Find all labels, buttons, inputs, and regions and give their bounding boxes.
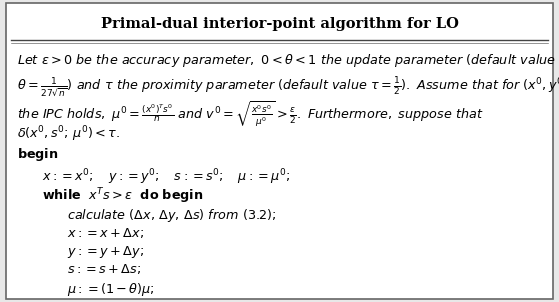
Text: $\delta(x^0, s^0;\, \mu^0) < \tau.$: $\delta(x^0, s^0;\, \mu^0) < \tau.$ <box>17 125 120 144</box>
Text: $\mathbf{end}$: $\mathbf{end}$ <box>42 300 70 302</box>
Text: $\mathbf{while}\ \ x^T s > \epsilon\ \ \mathbf{do\ begin}$: $\mathbf{while}\ \ x^T s > \epsilon\ \ \… <box>42 187 203 206</box>
Text: $\theta = \frac{1}{27\sqrt{n}}\mathit{)\ and}\ \tau\ \mathit{the\ proximity\ par: $\theta = \frac{1}{27\sqrt{n}}\mathit{)\… <box>17 76 559 99</box>
Text: Primal-dual interior-point algorithm for LO: Primal-dual interior-point algorithm for… <box>101 17 458 31</box>
Text: $\mathit{calculate}\ (\Delta x,\, \Delta y,\, \Delta s)\ \mathit{from}\ (3.2);$: $\mathit{calculate}\ (\Delta x,\, \Delta… <box>67 207 277 223</box>
Text: $y := y + \Delta y;$: $y := y + \Delta y;$ <box>67 244 144 260</box>
Text: $\mu := (1 - \theta)\mu;$: $\mu := (1 - \theta)\mu;$ <box>67 281 155 298</box>
Text: $\mathbf{begin}$: $\mathbf{begin}$ <box>17 146 58 163</box>
Text: $s := s + \Delta s;$: $s := s + \Delta s;$ <box>67 262 141 276</box>
FancyBboxPatch shape <box>6 3 553 299</box>
Text: $\mathit{Let}\ \epsilon > 0\ \mathit{be\ the\ accuracy\ parameter,}\ 0 < \theta : $\mathit{Let}\ \epsilon > 0\ \mathit{be\… <box>17 52 556 69</box>
Text: $\mathit{the\ IPC\ holds,}\ \mu^0 = \frac{(x^0)^T s^0}{n}\ \mathit{and}\ v^0 = \: $\mathit{the\ IPC\ holds,}\ \mu^0 = \fra… <box>17 100 484 129</box>
Text: $x := x^0;\ \ \ y := y^0;\ \ \ s := s^0;\ \ \ \mu := \mu^0;$: $x := x^0;\ \ \ y := y^0;\ \ \ s := s^0;… <box>42 167 291 187</box>
Text: $x := x + \Delta x;$: $x := x + \Delta x;$ <box>67 226 144 239</box>
